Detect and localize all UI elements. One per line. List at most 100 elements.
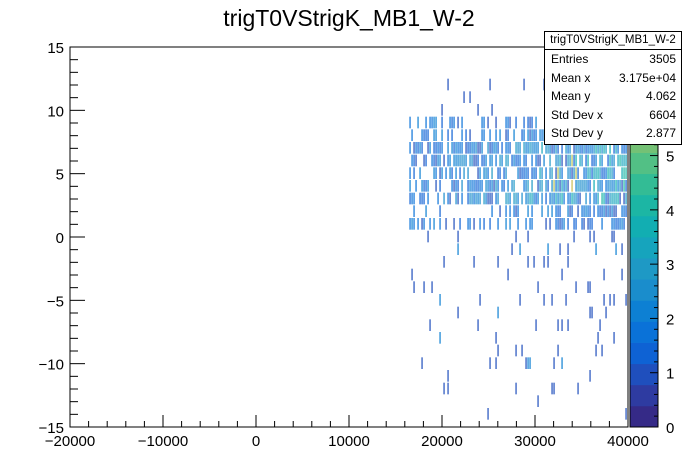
heatmap-bin bbox=[527, 167, 529, 179]
heatmap-bin bbox=[559, 205, 561, 217]
heatmap-bin bbox=[615, 192, 617, 205]
heatmap-bin bbox=[515, 230, 517, 243]
stats-std-dev-x-label: Std Dev x bbox=[551, 107, 604, 122]
heatmap-bin bbox=[457, 154, 459, 167]
heatmap-bin bbox=[449, 116, 451, 129]
heatmap-bin bbox=[581, 180, 583, 192]
heatmap-bin bbox=[447, 192, 449, 205]
heatmap-bin bbox=[621, 180, 623, 192]
z-tick-label: 5 bbox=[666, 149, 674, 166]
heatmap-bin bbox=[439, 205, 441, 217]
heatmap-bin bbox=[457, 142, 459, 154]
heatmap-bin bbox=[469, 180, 471, 192]
heatmap-bin bbox=[427, 180, 429, 192]
heatmap-bin bbox=[459, 142, 461, 154]
heatmap-bin bbox=[599, 142, 601, 154]
heatmap-bin bbox=[601, 205, 603, 217]
heatmap-bin bbox=[445, 167, 447, 179]
heatmap-bin bbox=[539, 180, 541, 192]
heatmap-bin bbox=[527, 357, 529, 369]
heatmap-bin bbox=[563, 192, 565, 205]
heatmap-bin bbox=[573, 167, 575, 179]
heatmap-bin bbox=[527, 205, 529, 217]
heatmap-bin bbox=[529, 192, 531, 205]
heatmap-bin bbox=[565, 142, 567, 154]
heatmap-bin bbox=[555, 142, 557, 154]
heatmap-bin bbox=[479, 192, 481, 205]
heatmap-bin bbox=[545, 192, 547, 205]
heatmap-bin bbox=[443, 382, 445, 395]
heatmap-bin bbox=[521, 129, 523, 141]
heatmap-bin bbox=[495, 116, 497, 129]
heatmap-bin bbox=[491, 205, 493, 217]
stats-mean-y-value: 4.062 bbox=[645, 89, 676, 103]
palette-swatch bbox=[630, 279, 658, 301]
heatmap-bin bbox=[595, 167, 597, 179]
heatmap-bin bbox=[621, 218, 623, 230]
heatmap-bin bbox=[461, 129, 463, 141]
heatmap-bin bbox=[611, 167, 613, 179]
heatmap-bin bbox=[577, 167, 579, 179]
heatmap-bin bbox=[419, 167, 421, 179]
heatmap-bin bbox=[495, 357, 497, 369]
heatmap-bin bbox=[571, 167, 573, 179]
heatmap-bin bbox=[439, 167, 441, 179]
heatmap-bin bbox=[477, 192, 479, 205]
heatmap-bin bbox=[591, 306, 593, 319]
heatmap-bin bbox=[473, 154, 475, 167]
heatmap-bin bbox=[499, 205, 501, 217]
heatmap-bin bbox=[583, 167, 585, 179]
heatmap-bin bbox=[497, 180, 499, 192]
heatmap-bin bbox=[551, 167, 553, 179]
heatmap-bin bbox=[597, 180, 599, 192]
heatmap-bin bbox=[565, 294, 567, 306]
heatmap-bin bbox=[535, 154, 537, 167]
heatmap-bin bbox=[567, 218, 569, 230]
heatmap-bin bbox=[601, 192, 603, 205]
heatmap-bin bbox=[479, 142, 481, 154]
heatmap-bin bbox=[599, 180, 601, 192]
heatmap-bin bbox=[619, 180, 621, 192]
heatmap-bin bbox=[481, 142, 483, 154]
heatmap-bin bbox=[461, 192, 463, 205]
heatmap-bin bbox=[625, 167, 627, 179]
heatmap-bin bbox=[603, 192, 605, 205]
heatmap-bin bbox=[409, 192, 411, 205]
heatmap-bin bbox=[593, 230, 595, 243]
heatmap-bin bbox=[553, 382, 555, 395]
z-tick-label: 0 bbox=[666, 420, 674, 437]
heatmap-bin bbox=[553, 192, 555, 205]
heatmap-bin bbox=[567, 205, 569, 217]
heatmap-bin bbox=[551, 382, 553, 395]
y-tick-label: −5 bbox=[47, 293, 64, 310]
heatmap-bin bbox=[577, 205, 579, 217]
heatmap-bin bbox=[587, 281, 589, 293]
heatmap-bin bbox=[583, 205, 585, 217]
heatmap-bin bbox=[613, 167, 615, 179]
z-tick-label: 2 bbox=[666, 311, 674, 328]
heatmap-bin bbox=[483, 129, 485, 141]
heatmap-bin bbox=[539, 154, 541, 167]
heatmap-bin bbox=[565, 154, 567, 167]
heatmap-bin bbox=[467, 142, 469, 154]
heatmap-bin bbox=[567, 154, 569, 167]
heatmap-bin bbox=[577, 180, 579, 192]
heatmap-bin bbox=[451, 167, 453, 179]
heatmap-bin bbox=[495, 192, 497, 205]
heatmap-bin bbox=[613, 180, 615, 192]
heatmap-bin bbox=[523, 78, 525, 91]
heatmap-bin bbox=[551, 180, 553, 192]
y-tick-label: 0 bbox=[56, 230, 64, 247]
heatmap-bin bbox=[575, 154, 577, 167]
heatmap-bin bbox=[437, 142, 439, 154]
heatmap-bin bbox=[549, 218, 551, 230]
heatmap-bin bbox=[559, 218, 561, 230]
heatmap-bin bbox=[485, 180, 487, 192]
heatmap-bin bbox=[535, 116, 537, 129]
heatmap-bin bbox=[487, 142, 489, 154]
heatmap-bin bbox=[567, 256, 569, 268]
heatmap-bin bbox=[575, 192, 577, 205]
heatmap-bin bbox=[411, 192, 413, 205]
heatmap-bin bbox=[421, 218, 423, 230]
heatmap-bin bbox=[597, 205, 599, 217]
